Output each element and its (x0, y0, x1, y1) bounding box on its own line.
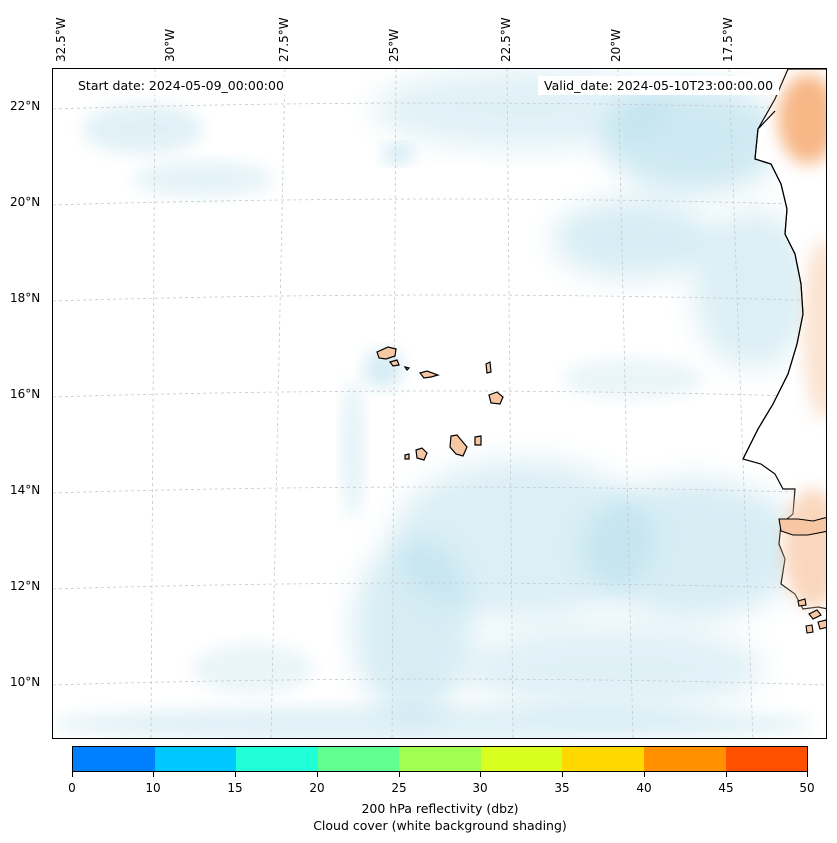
colorbar-tick-label: 50 (799, 781, 815, 795)
colorbar-tick (480, 772, 481, 777)
land-orange-shading (778, 74, 826, 164)
lon-label: 20°W (609, 28, 623, 62)
island-sao-nicolau (418, 370, 440, 379)
cloud-patch (193, 644, 313, 694)
island-santo-antao (376, 346, 397, 360)
colorbar-tick (644, 772, 645, 777)
colorbar-tick (399, 772, 400, 777)
colorbar-segment (154, 747, 237, 771)
bissagos-island (808, 609, 822, 620)
colorbar-tick-label: 35 (554, 781, 570, 795)
island-sao-vicente (388, 359, 400, 367)
colorbar-segment (480, 747, 563, 771)
cloud-cover-shading (53, 69, 813, 738)
island-fogo (415, 447, 428, 461)
start-date-label: Start date: 2024-05-09_00:00:00 (72, 76, 290, 95)
land-orange-shading (803, 239, 826, 419)
colorbar-tick-label: 20 (309, 781, 325, 795)
colorbar-tick-label: 0 (68, 781, 76, 795)
cloud-patch (382, 144, 414, 164)
graticule (53, 69, 826, 738)
colorbar-segment (73, 747, 155, 771)
lon-label: 22.5°W (499, 17, 513, 62)
colorbar-tick-label: 40 (636, 781, 652, 795)
lon-label: 32.5°W (54, 17, 68, 62)
cloud-patch (363, 349, 403, 389)
colorbar (72, 746, 808, 772)
west-african-coast-details (778, 516, 826, 634)
lat-label: 10°N (10, 675, 41, 689)
cloud-patch (133, 161, 273, 197)
colorbar-tick (235, 772, 236, 777)
colorbar-tick-label: 30 (472, 781, 488, 795)
colorbar-tick (807, 772, 808, 777)
cloud-patch (553, 199, 713, 279)
island-santiago (449, 434, 468, 457)
colorbar-tick-label: 10 (145, 781, 161, 795)
island-maio (474, 435, 482, 446)
map-panel[interactable] (52, 68, 827, 739)
cloud-patch (53, 706, 813, 738)
lat-label: 18°N (10, 291, 41, 305)
colorbar-segment (399, 747, 481, 771)
lat-label: 22°N (10, 99, 41, 113)
colorbar-title: 200 hPa reflectivity (dbz) (361, 801, 519, 816)
map-svg (53, 69, 826, 738)
colorbar-tick-label: 25 (391, 781, 407, 795)
cloud-patch (341, 379, 365, 519)
colorbar-tick (562, 772, 563, 777)
island-sal (485, 361, 492, 374)
island-santa-luzia (403, 366, 411, 371)
lon-label: 30°W (163, 28, 177, 62)
bissagos-island (797, 598, 807, 607)
colorbar-segment (562, 747, 644, 771)
cloud-patch (563, 359, 703, 399)
cloud-patch (393, 459, 653, 619)
island-boa-vista (488, 391, 504, 405)
lat-label: 12°N (10, 579, 41, 593)
lat-label: 20°N (10, 195, 41, 209)
bissagos-island (817, 619, 826, 630)
lon-label: 25°W (387, 28, 401, 62)
land-orange-shading (783, 489, 826, 609)
colorbar-tick (726, 772, 727, 777)
cloud-patch (693, 209, 813, 369)
valid-date-label: Valid_date: 2024-05-10T23:00:00.00 (538, 76, 780, 95)
lon-label: 27.5°W (277, 17, 291, 62)
bissagos-island (805, 624, 814, 634)
colorbar-subtitle: Cloud cover (white background shading) (313, 818, 567, 833)
island-brava (404, 453, 410, 460)
cape-verde-islands (376, 346, 504, 461)
lon-label: 17.5°W (721, 17, 735, 62)
colorbar-segment (643, 747, 726, 771)
colorbar-tick (72, 772, 73, 777)
cloud-patch (463, 624, 763, 714)
gambia-river-land (778, 516, 826, 536)
colorbar-tick-label: 15 (227, 781, 243, 795)
lat-label: 14°N (10, 483, 41, 497)
colorbar-tick-label: 45 (718, 781, 734, 795)
cloud-patch (583, 479, 803, 619)
lat-label: 16°N (10, 387, 41, 401)
colorbar-tick (153, 772, 154, 777)
colorbar-segment (317, 747, 400, 771)
coastline (742, 110, 804, 460)
colorbar-segment (236, 747, 318, 771)
cloud-patch (603, 84, 783, 194)
cloud-patch (83, 104, 203, 154)
colorbar-segment (725, 747, 808, 771)
colorbar-tick (317, 772, 318, 777)
